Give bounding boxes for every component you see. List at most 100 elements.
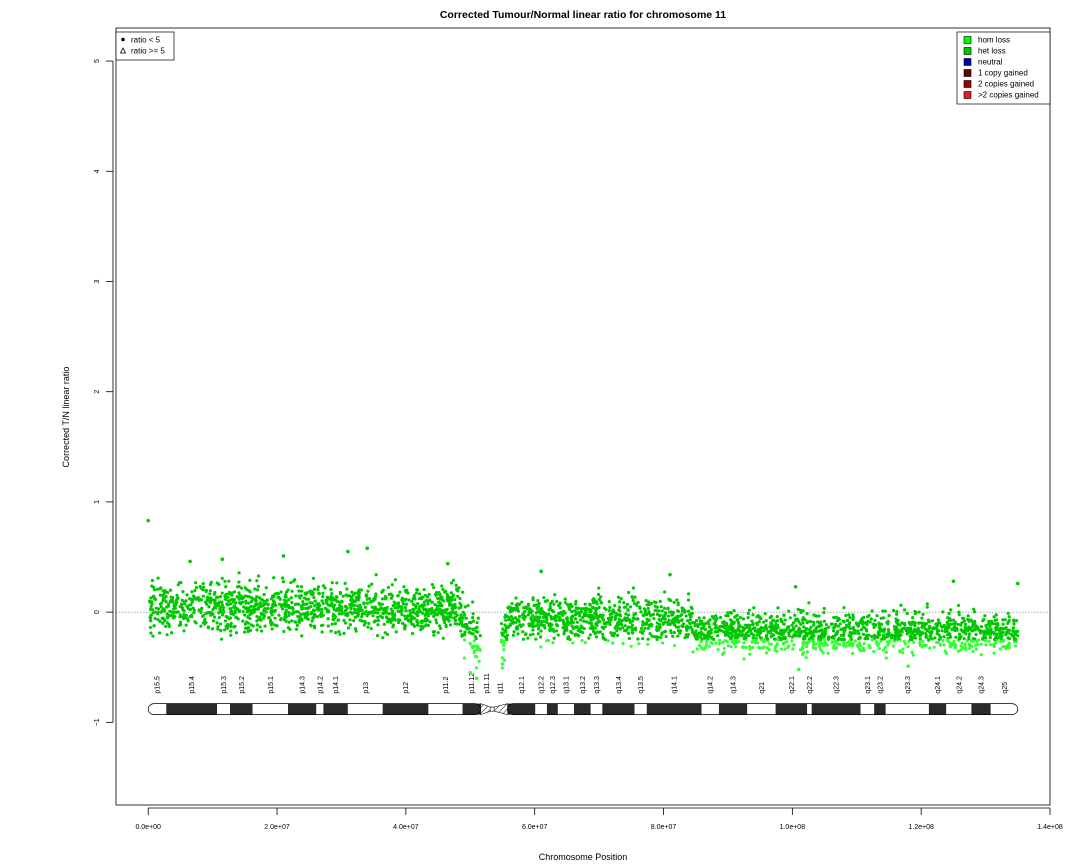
data-point — [722, 625, 726, 629]
data-point — [182, 629, 186, 633]
data-point — [215, 621, 219, 625]
data-point — [407, 598, 411, 602]
data-point — [234, 601, 238, 605]
data-point — [453, 606, 457, 610]
data-point — [921, 612, 925, 616]
legend-label: 2 copies gained — [978, 80, 1034, 89]
data-point — [869, 617, 873, 621]
data-point — [237, 571, 241, 575]
data-point — [722, 650, 726, 655]
chromosome-ideogram: p15.5 p15.4 p15.3 p15.2 p15.1 p14.3 p14.2 p14.1… — [147, 673, 1019, 716]
data-point — [819, 640, 824, 644]
data-point — [695, 632, 699, 636]
data-point — [909, 637, 913, 642]
data-point — [887, 631, 891, 635]
data-point — [1011, 626, 1016, 630]
data-point — [390, 594, 394, 598]
data-point — [913, 612, 917, 616]
data-point — [623, 624, 627, 628]
data-point — [338, 590, 342, 595]
data-point — [312, 595, 316, 600]
data-point — [582, 612, 587, 616]
data-point — [747, 626, 752, 630]
data-point — [630, 628, 634, 632]
data-point — [811, 646, 815, 650]
data-point — [173, 610, 177, 614]
data-point — [747, 608, 751, 612]
data-point — [842, 644, 846, 648]
data-point — [795, 617, 800, 621]
data-point — [223, 579, 227, 583]
data-point — [434, 618, 438, 622]
data-point — [820, 649, 824, 653]
data-point — [358, 618, 362, 622]
data-point — [896, 637, 901, 641]
data-point — [742, 641, 746, 645]
data-point — [391, 604, 395, 608]
data-point — [879, 622, 884, 626]
data-point — [554, 629, 559, 633]
data-point — [220, 591, 224, 595]
legend-label: >2 copies gained — [978, 91, 1039, 100]
data-point — [787, 634, 791, 638]
data-point — [562, 622, 566, 626]
ideogram-band — [701, 703, 719, 715]
data-point — [1000, 631, 1005, 635]
data-point — [294, 627, 299, 631]
data-point — [557, 615, 562, 620]
outlier-point — [539, 569, 543, 574]
data-point — [181, 608, 185, 612]
data-point — [765, 645, 769, 650]
data-point — [312, 626, 317, 630]
data-point — [712, 616, 716, 620]
ideogram-band-label: p11.11 — [484, 673, 491, 693]
data-point — [758, 616, 762, 620]
data-point — [963, 642, 967, 646]
data-point — [698, 635, 703, 639]
data-point — [417, 592, 422, 596]
data-point — [374, 592, 378, 596]
data-point — [175, 593, 179, 597]
data-point — [428, 598, 432, 602]
ideogram-band — [507, 703, 536, 715]
data-point — [589, 621, 594, 625]
data-point — [812, 623, 816, 627]
data-point — [957, 632, 962, 636]
data-point — [256, 588, 260, 592]
data-point — [459, 614, 463, 618]
data-point — [912, 623, 916, 627]
data-point — [805, 612, 809, 616]
data-point — [403, 614, 407, 618]
data-point — [995, 636, 1000, 640]
data-point — [826, 637, 831, 641]
data-point — [304, 592, 308, 597]
data-point — [829, 622, 833, 626]
data-point — [466, 627, 470, 631]
ideogram-band — [166, 703, 218, 715]
data-point — [184, 623, 188, 627]
data-point — [531, 598, 535, 602]
data-point — [223, 619, 227, 623]
data-point — [257, 574, 261, 578]
data-point — [531, 619, 535, 624]
outlier-point — [793, 584, 798, 589]
data-point — [688, 617, 692, 622]
data-point — [801, 618, 805, 622]
data-point — [273, 600, 277, 605]
data-point — [804, 631, 808, 635]
data-point — [197, 598, 201, 602]
data-point — [666, 622, 670, 627]
data-point — [387, 612, 391, 616]
data-point — [616, 621, 620, 625]
data-point — [521, 637, 526, 641]
data-point — [858, 644, 863, 648]
data-point — [731, 633, 735, 638]
data-point — [974, 632, 978, 637]
data-point — [384, 616, 389, 620]
data-point — [330, 591, 334, 596]
data-point — [621, 641, 625, 646]
data-point — [223, 594, 227, 598]
data-point — [269, 610, 273, 615]
data-point — [504, 625, 508, 630]
data-point — [563, 601, 568, 605]
